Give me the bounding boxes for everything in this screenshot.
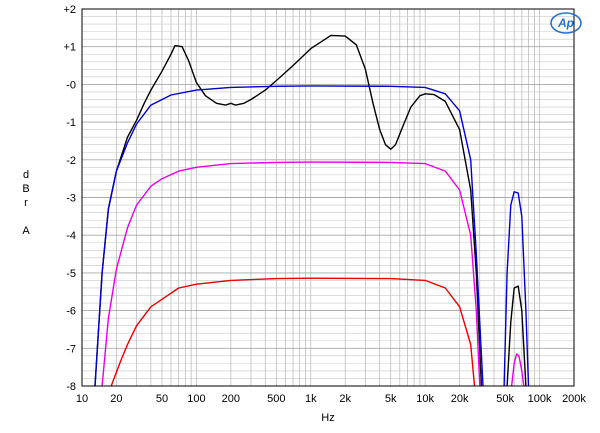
y-axis-label-char: B: [22, 183, 29, 195]
series-line-0: [94, 34, 483, 386]
x-tick-label: 200k: [562, 393, 586, 405]
x-tick-label: 50: [156, 393, 168, 405]
x-tick-label: 2k: [339, 393, 351, 405]
ap-logo-text: Ap: [557, 16, 574, 30]
y-tick-label: +1: [63, 42, 76, 54]
x-tick-label: 1k: [305, 393, 317, 405]
x-tick-label: 5k: [385, 393, 397, 405]
x-tick-label: 10k: [416, 393, 434, 405]
series-line-2: [510, 353, 525, 386]
series-line-1: [94, 85, 484, 386]
x-tick-label: 20: [110, 393, 122, 405]
x-tick-label: 10: [76, 393, 88, 405]
y-axis-label-char: A: [22, 225, 30, 237]
x-tick-label: 20k: [451, 393, 469, 405]
plot-frame: [81, 8, 575, 387]
x-tick-label: 500: [267, 393, 285, 405]
ap-logo: Ap: [550, 12, 582, 34]
y-tick-label: -5: [66, 268, 76, 280]
y-tick-labels: +2 +1 -0 -1 -2 -3 -4 -5 -6 -7 -8: [63, 4, 76, 393]
y-tick-label: -4: [66, 230, 76, 242]
y-tick-label: -8: [66, 381, 76, 393]
x-tick-labels: 10 20 50 100 200 500 1k 2k 5k 10k 20k 50k 100k 200k: [76, 393, 587, 405]
y-tick-label: -0: [66, 79, 76, 91]
x-tick-label: 100k: [528, 393, 552, 405]
y-tick-label: -6: [66, 306, 76, 318]
y-axis-label-char: d: [23, 169, 29, 181]
y-tick-label: -1: [66, 117, 76, 129]
y-tick-label: +2: [63, 4, 76, 16]
series-line-3: [110, 277, 476, 386]
grid: [82, 9, 574, 386]
y-axis-label-char: r: [24, 197, 28, 209]
x-axis-label: Hz: [321, 412, 334, 424]
series-line-1: [503, 191, 530, 386]
y-tick-label: -2: [66, 155, 76, 167]
series-group: [94, 34, 530, 386]
x-tick-label: 50k: [496, 393, 514, 405]
series-line-0: [506, 285, 527, 386]
y-tick-label: -3: [66, 193, 76, 205]
y-tick-label: -7: [66, 343, 76, 355]
x-tick-label: 100: [187, 393, 205, 405]
x-tick-label: 200: [222, 393, 240, 405]
series-line-2: [101, 161, 481, 386]
y-axis-label: dBr A: [22, 169, 30, 237]
